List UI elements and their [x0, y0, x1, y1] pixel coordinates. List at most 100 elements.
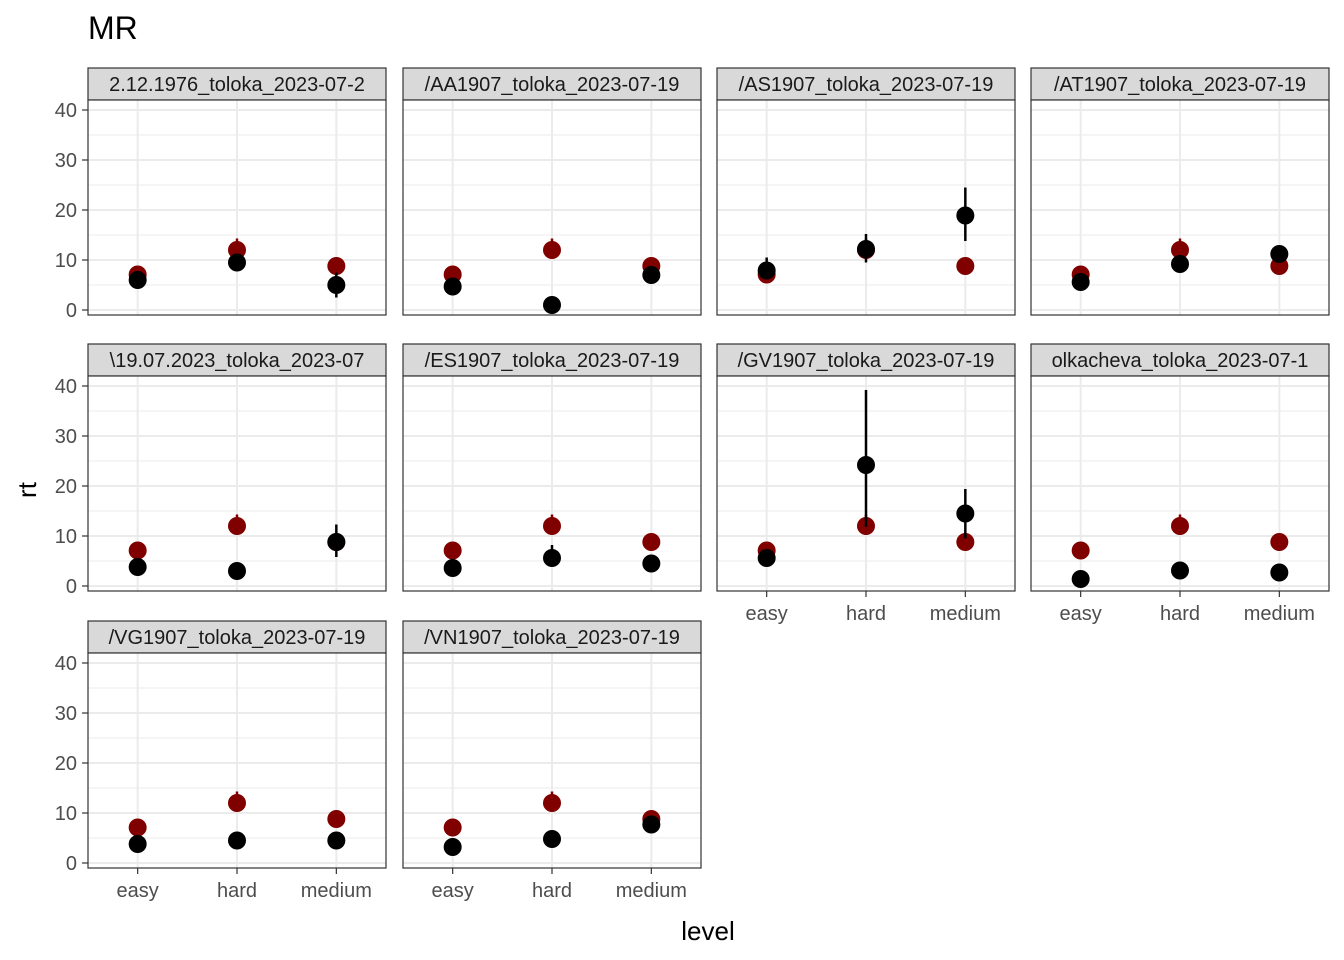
y-tick-label: 10 [55, 803, 77, 825]
panel: /AT1907_toloka_2023-07-19 [1030, 67, 1330, 316]
x-tick-label: easy [1060, 603, 1102, 625]
reference-point [1171, 241, 1189, 259]
participant-point [1270, 245, 1289, 263]
reference-point [228, 517, 246, 535]
reference-point [1171, 517, 1189, 535]
facet-strip [1030, 67, 1330, 101]
panel-border [716, 99, 1016, 316]
facet-strip [402, 343, 702, 377]
panel: \19.07.2023_toloka_2023-07 0 10 20 30 40 [55, 343, 387, 598]
x-tick-label: easy [432, 880, 474, 902]
y-tick-label: 40 [55, 653, 77, 675]
reference-point [327, 257, 346, 275]
participant-point [443, 559, 462, 577]
facet-strip [402, 67, 702, 101]
participant-point [1171, 561, 1189, 580]
participant-point [857, 456, 875, 474]
y-tick-label: 10 [55, 526, 77, 548]
facet-strip [1030, 343, 1330, 377]
x-tick-label: easy [746, 603, 788, 625]
reference-point [327, 810, 346, 828]
participant-point [128, 271, 147, 289]
participant-point [228, 562, 246, 580]
x-tick-label: hard [532, 880, 572, 902]
panel: /AA1907_toloka_2023-07-19 [402, 67, 702, 316]
x-tick-label: medium [616, 880, 687, 902]
panel: /AS1907_toloka_2023-07-19 [716, 67, 1016, 316]
y-tick-label: 10 [55, 250, 77, 272]
participant-point [642, 266, 661, 284]
reference-point [128, 818, 147, 837]
y-tick-label: 20 [55, 753, 77, 775]
facet-strip [87, 67, 387, 101]
panel-border [87, 99, 387, 316]
participant-point [956, 206, 975, 225]
y-tick-label: 30 [55, 426, 77, 448]
participant-point [327, 276, 346, 294]
panel: /VG1907_toloka_2023-07-19 0 10 20 30 40 easy ha… [55, 620, 387, 902]
participant-point [128, 835, 147, 853]
x-tick-label: medium [1244, 603, 1315, 625]
y-tick-label: 0 [66, 853, 77, 875]
participant-point [757, 549, 776, 567]
participant-point [543, 296, 561, 314]
participant-point [1071, 570, 1090, 588]
reference-point [128, 541, 147, 560]
y-tick-label: 40 [55, 376, 77, 398]
facet-strip [87, 620, 387, 654]
y-tick-label: 0 [66, 576, 77, 598]
x-tick-label: medium [301, 880, 372, 902]
panel: 2.12.1976_toloka_2023-07-2 0 10 20 30 40 [55, 67, 387, 322]
y-tick-label: 30 [55, 703, 77, 725]
x-tick-label: hard [1160, 603, 1200, 625]
y-axis-title: rt [12, 481, 42, 498]
facet-strip-label: olkacheva_toloka_2023-07-1 [1052, 350, 1309, 372]
facet-strip-label: /AS1907_toloka_2023-07-19 [739, 74, 994, 96]
participant-point [228, 253, 246, 272]
panel-border [402, 375, 702, 592]
panel-border [1030, 99, 1330, 316]
y-tick-label: 0 [66, 300, 77, 322]
participant-point [956, 504, 975, 523]
facet-strip-label: /AA1907_toloka_2023-07-19 [425, 74, 680, 96]
participant-point [543, 549, 561, 567]
participant-point [543, 830, 561, 848]
reference-point [228, 241, 246, 259]
reference-point [642, 533, 661, 551]
participant-point [443, 277, 462, 296]
x-tick-label: hard [217, 880, 257, 902]
participant-point [327, 831, 346, 850]
facet-strip-label: /AT1907_toloka_2023-07-19 [1054, 74, 1306, 96]
facet-strip-label: 2.12.1976_toloka_2023-07-2 [109, 74, 365, 96]
reference-point [228, 794, 246, 812]
reference-point [543, 794, 561, 812]
panel-border [87, 375, 387, 592]
participant-point [642, 815, 661, 834]
reference-point [543, 517, 561, 535]
facet-strip [87, 343, 387, 377]
participant-point [757, 261, 776, 280]
facet-strip-label: /VN1907_toloka_2023-07-19 [424, 627, 680, 649]
panel: /ES1907_toloka_2023-07-19 [402, 343, 702, 592]
x-tick-label: medium [930, 603, 1001, 625]
x-tick-label: hard [846, 603, 886, 625]
participant-point [128, 558, 147, 576]
reference-point [1270, 533, 1289, 551]
y-tick-label: 20 [55, 476, 77, 498]
reference-point [956, 257, 975, 275]
facet-strip-label: /GV1907_toloka_2023-07-19 [738, 350, 995, 372]
reference-point [543, 241, 561, 259]
participant-point [642, 554, 661, 573]
participant-point [1071, 273, 1090, 291]
x-tick-label: easy [117, 880, 159, 902]
participant-point [1171, 255, 1189, 273]
reference-point [443, 541, 462, 560]
participant-point [1270, 563, 1289, 582]
facet-strip-label: \19.07.2023_toloka_2023-07 [110, 350, 365, 372]
reference-point [956, 533, 975, 551]
facet-strip-label: /VG1907_toloka_2023-07-19 [109, 627, 366, 649]
